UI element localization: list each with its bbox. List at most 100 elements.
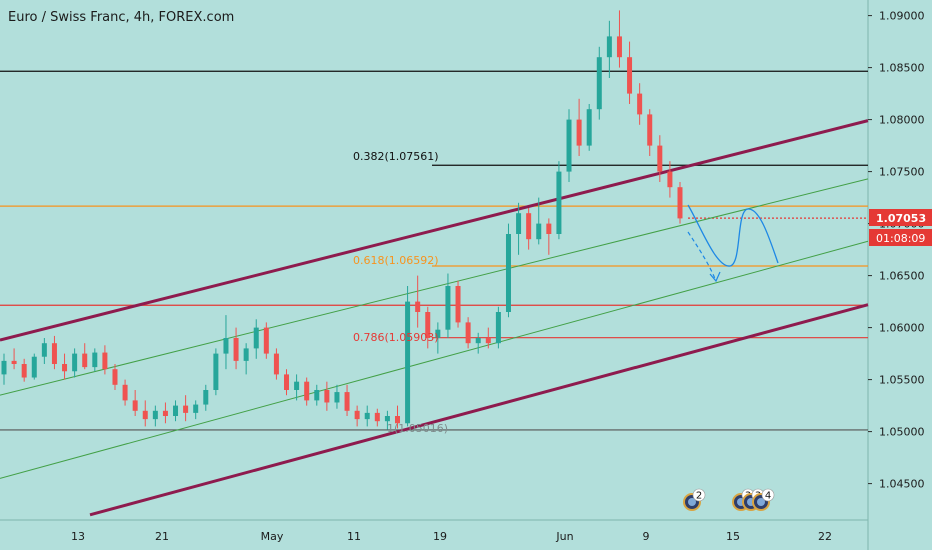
- y-tick-label: 1.06500: [879, 270, 925, 283]
- candle: [193, 400, 199, 420]
- candle: [142, 400, 148, 427]
- candle: [677, 182, 683, 224]
- candle: [72, 348, 78, 378]
- candle: [465, 317, 471, 349]
- candle: [112, 364, 118, 390]
- chart-title: Euro / Swiss Franc, 4h, FOREX.com: [8, 10, 234, 25]
- candle: [152, 405, 158, 427]
- last-price: 1.07053: [876, 212, 926, 225]
- candle: [405, 286, 411, 427]
- y-tick-label: 1.08000: [879, 114, 925, 127]
- candle: [273, 348, 279, 380]
- candle: [667, 161, 673, 198]
- y-tick-label: 1.04500: [879, 478, 925, 491]
- candle: [304, 377, 310, 406]
- x-tick-label: 15: [726, 530, 740, 543]
- y-tick-label: 1.06000: [879, 322, 925, 335]
- candle: [616, 10, 622, 68]
- green-channel-upper[interactable]: [0, 178, 869, 396]
- candle: [11, 348, 17, 370]
- candle: [606, 20, 612, 78]
- projection-arrow: [709, 271, 721, 283]
- fib-labels: 0.382(1.07561) 0.618(1.06592) 0.786(1.0590…: [353, 150, 448, 435]
- y-tick-label: 1.05000: [879, 426, 925, 439]
- candle: [233, 327, 239, 370]
- green-channel-lower[interactable]: [0, 240, 869, 479]
- x-tick-label: 21: [155, 530, 169, 543]
- candle: [475, 332, 481, 354]
- candle: [263, 322, 269, 359]
- x-tick-label: 9: [643, 530, 650, 543]
- candle: [536, 197, 542, 245]
- candle: [82, 343, 88, 370]
- candle: [1, 353, 7, 385]
- candle: [324, 381, 330, 411]
- candle: [627, 41, 633, 104]
- candle: [576, 98, 582, 156]
- candle: [183, 395, 189, 422]
- candle: [425, 306, 431, 349]
- candle: [485, 327, 491, 349]
- time-axis[interactable]: 13 21 May 11 19 Jun 9 15 22: [71, 530, 832, 543]
- candle: [334, 384, 340, 409]
- candle: [41, 338, 47, 364]
- candle: [556, 161, 562, 240]
- candle: [51, 335, 57, 370]
- channel-upper-line[interactable]: [0, 119, 869, 342]
- candle: [213, 348, 219, 396]
- candle: [566, 109, 572, 182]
- candle: [546, 218, 552, 255]
- trend-channels: [0, 119, 869, 517]
- candle: [243, 343, 249, 375]
- x-tick-label: May: [261, 530, 284, 543]
- candle: [526, 208, 532, 250]
- candle: [294, 374, 300, 401]
- candle: [173, 400, 179, 422]
- last-price-tag: 1.07053: [869, 209, 932, 226]
- candle: [21, 358, 27, 382]
- candle: [122, 379, 128, 406]
- y-tick-label: 1.07500: [879, 166, 925, 179]
- x-tick-label: 22: [818, 530, 832, 543]
- fib-label: 0.786(1.05903): [353, 331, 439, 344]
- candle: [415, 275, 421, 328]
- candle: [314, 384, 320, 406]
- candle: [657, 135, 663, 182]
- candle: [445, 273, 451, 338]
- candle: [586, 104, 592, 151]
- projection-curve: [687, 204, 779, 267]
- x-tick-label: 11: [347, 530, 361, 543]
- candle: [435, 322, 441, 354]
- svg-text:4: 4: [765, 491, 771, 502]
- candle: [223, 315, 229, 370]
- event-badge[interactable]: 2: [683, 488, 706, 511]
- candle: [516, 202, 522, 255]
- projection-path: [687, 204, 779, 283]
- candle: [374, 408, 380, 427]
- svg-text:2: 2: [696, 491, 702, 502]
- event-badge[interactable]: 4: [752, 488, 775, 511]
- y-tick-label: 1.08500: [879, 62, 925, 75]
- candle: [102, 345, 108, 375]
- fib-label: 0.618(1.06592): [353, 254, 439, 267]
- fib-label: 0.382(1.07561): [353, 150, 439, 163]
- candle: [647, 109, 653, 156]
- y-tick-label: 1.09000: [879, 10, 925, 23]
- candle: [284, 369, 290, 396]
- candle: [344, 384, 350, 416]
- candlesticks: [1, 10, 683, 430]
- horizontal-levels: [0, 70, 868, 431]
- candle: [162, 402, 168, 424]
- economic-event-badges[interactable]: 2334: [683, 488, 775, 511]
- candle: [637, 83, 643, 125]
- projection-dashed: [687, 231, 717, 282]
- x-tick-label: 19: [433, 530, 447, 543]
- fib-label: 1(1.05016): [387, 422, 448, 435]
- channel-lower-line[interactable]: [89, 303, 869, 517]
- candle: [455, 280, 461, 328]
- countdown-tag: 01:08:09: [869, 229, 932, 246]
- y-tick-label: 1.05500: [879, 374, 925, 387]
- x-tick-label: 13: [71, 530, 85, 543]
